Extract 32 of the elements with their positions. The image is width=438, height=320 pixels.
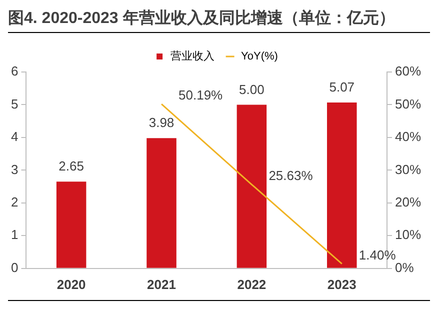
y-tick-label: 0 [10,260,18,275]
data-label: 2.65 [58,158,84,174]
data-label: 5.00 [239,82,264,97]
chart-title: 图4. 2020-2023 年营业收入及同比增速（单位：亿元） [8,8,430,33]
data-label: 1.40% [358,247,396,262]
x-tick-label: 2021 [147,276,176,292]
data-label: 5.07 [329,80,355,95]
data-label: 50.19% [178,88,224,103]
y2-tick-label: 40% [394,129,422,144]
y2-tick-label: 50% [394,96,422,112]
bar [56,182,86,268]
x-tick-label: 2020 [56,276,86,292]
data-label: 3.98 [148,115,174,130]
data-label: 25.63% [268,168,314,184]
legend-label: YoY(%) [241,50,278,63]
x-tick-label: 2022 [237,276,266,292]
y2-tick-label: 60% [394,64,422,79]
bar [146,138,176,268]
y-tick-label: 6 [10,64,18,79]
y-tick-label: 2 [10,194,18,210]
y2-tick-label: 0% [394,260,414,275]
y-tick-label: 1 [10,227,18,242]
y2-tick-label: 10% [394,227,422,242]
y-tick-label: 5 [10,96,18,112]
y-tick-label: 4 [10,129,18,144]
x-tick-label: 2023 [327,276,356,292]
bar [236,104,267,268]
y2-tick-label: 20% [394,194,422,210]
bar [327,102,357,268]
y-tick-label: 3 [10,162,18,177]
legend-label: 营业收入 [170,50,215,63]
y2-tick-label: 30% [394,162,422,177]
